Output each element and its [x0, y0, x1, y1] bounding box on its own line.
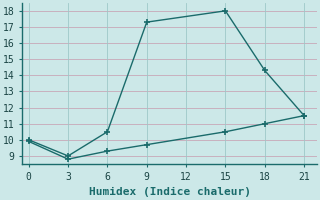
X-axis label: Humidex (Indice chaleur): Humidex (Indice chaleur) [89, 187, 251, 197]
